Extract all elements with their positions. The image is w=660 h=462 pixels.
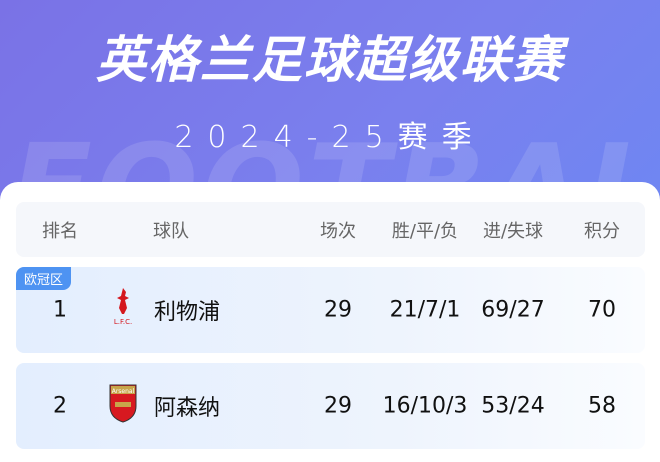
standings-card: 排名 球队 场次 胜/平/负 进/失球 积分 欧冠区 1 L.F.C. 利物浦 … [0,182,660,462]
points: 58 [588,393,616,419]
table-header: 排名 球队 场次 胜/平/负 进/失球 积分 [16,202,645,257]
page-title: 英格兰足球超级联赛 [96,31,564,89]
col-record: 胜/平/负 [391,220,459,242]
table-row[interactable]: 欧冠区 1 L.F.C. 利物浦 29 21/7/1 69/27 70 [16,267,645,353]
rank: 1 [53,297,67,323]
points: 70 [588,297,616,323]
record: 16/10/3 [382,393,468,419]
arsenal-crest-icon: Arsenal [108,382,138,430]
rank: 2 [53,393,67,419]
played: 29 [324,393,352,419]
col-team: 球队 [153,220,189,242]
record: 21/7/1 [389,297,461,323]
goals: 53/24 [481,393,545,419]
table-row[interactable]: 2 Arsenal 阿森纳 29 16/10/3 53/24 58 [16,363,645,449]
col-goals: 进/失球 [482,220,544,242]
team-name[interactable]: 阿森纳 [154,396,221,421]
played: 29 [324,297,352,323]
svg-text:Arsenal: Arsenal [112,388,135,395]
champions-league-badge: 欧冠区 [16,267,72,290]
svg-text:L.F.C.: L.F.C. [114,318,132,326]
season-label: 2024-25赛季 [174,120,486,155]
liverpool-crest-icon: L.F.C. [111,286,135,334]
goals: 69/27 [481,297,545,323]
col-points: 积分 [584,220,620,242]
col-played: 场次 [320,220,356,242]
col-rank: 排名 [42,220,78,242]
team-name[interactable]: 利物浦 [154,300,221,325]
header-banner: FOOTBALL 英格兰足球超级联赛 2024-25赛季 [0,0,660,200]
